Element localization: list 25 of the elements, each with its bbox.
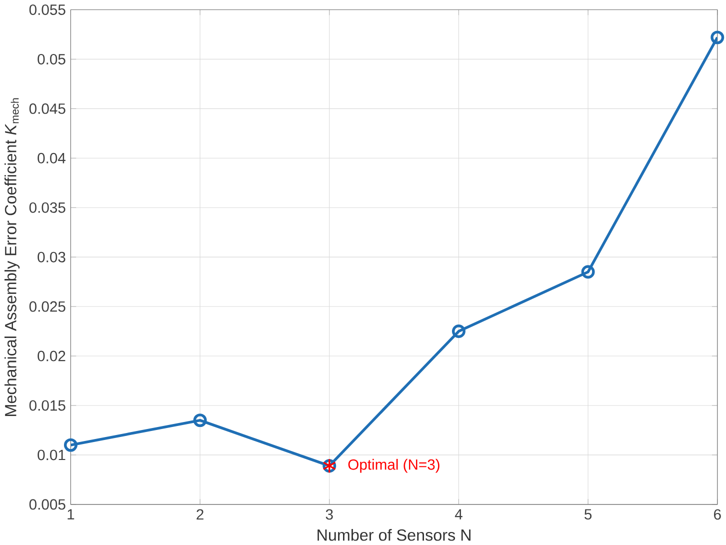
- y-tick-label: 0.055: [29, 4, 66, 15]
- point: [193, 413, 207, 427]
- x-tick-label: 2: [196, 509, 204, 520]
- point: [64, 438, 78, 452]
- y-tick-label: 0.03: [38, 252, 66, 262]
- x-axis-title: Number of Sensors N: [318, 528, 470, 541]
- x-tick-label: 6: [714, 509, 721, 520]
- x-tick-label: 1: [68, 509, 74, 520]
- y-tick-label: 0.025: [29, 301, 66, 312]
- x-tick-label: 4: [454, 509, 462, 520]
- y-tick-label: 0.045: [29, 103, 66, 114]
- point: [581, 265, 595, 279]
- y-tick-label: 0.035: [29, 202, 66, 213]
- y-tick-label: 0.04: [38, 152, 66, 164]
- point: [710, 30, 724, 44]
- annotation: Optimal (N=3): [348, 458, 440, 473]
- y-axis-title: Mechanical Assembly Error Coefficient K$_{mech}$: [4, 98, 20, 416]
- y-tick-label: 0.02: [38, 350, 66, 362]
- x-tick-label: 3: [326, 509, 333, 520]
- y-tick-label: 0.05: [38, 54, 66, 64]
- point: [452, 324, 466, 338]
- y-tick-label: 0.005: [29, 499, 66, 510]
- y-tick-label: 0.015: [29, 400, 66, 411]
- x-tick-label: 5: [584, 509, 592, 520]
- y-tick-label: 0.01: [38, 450, 66, 460]
